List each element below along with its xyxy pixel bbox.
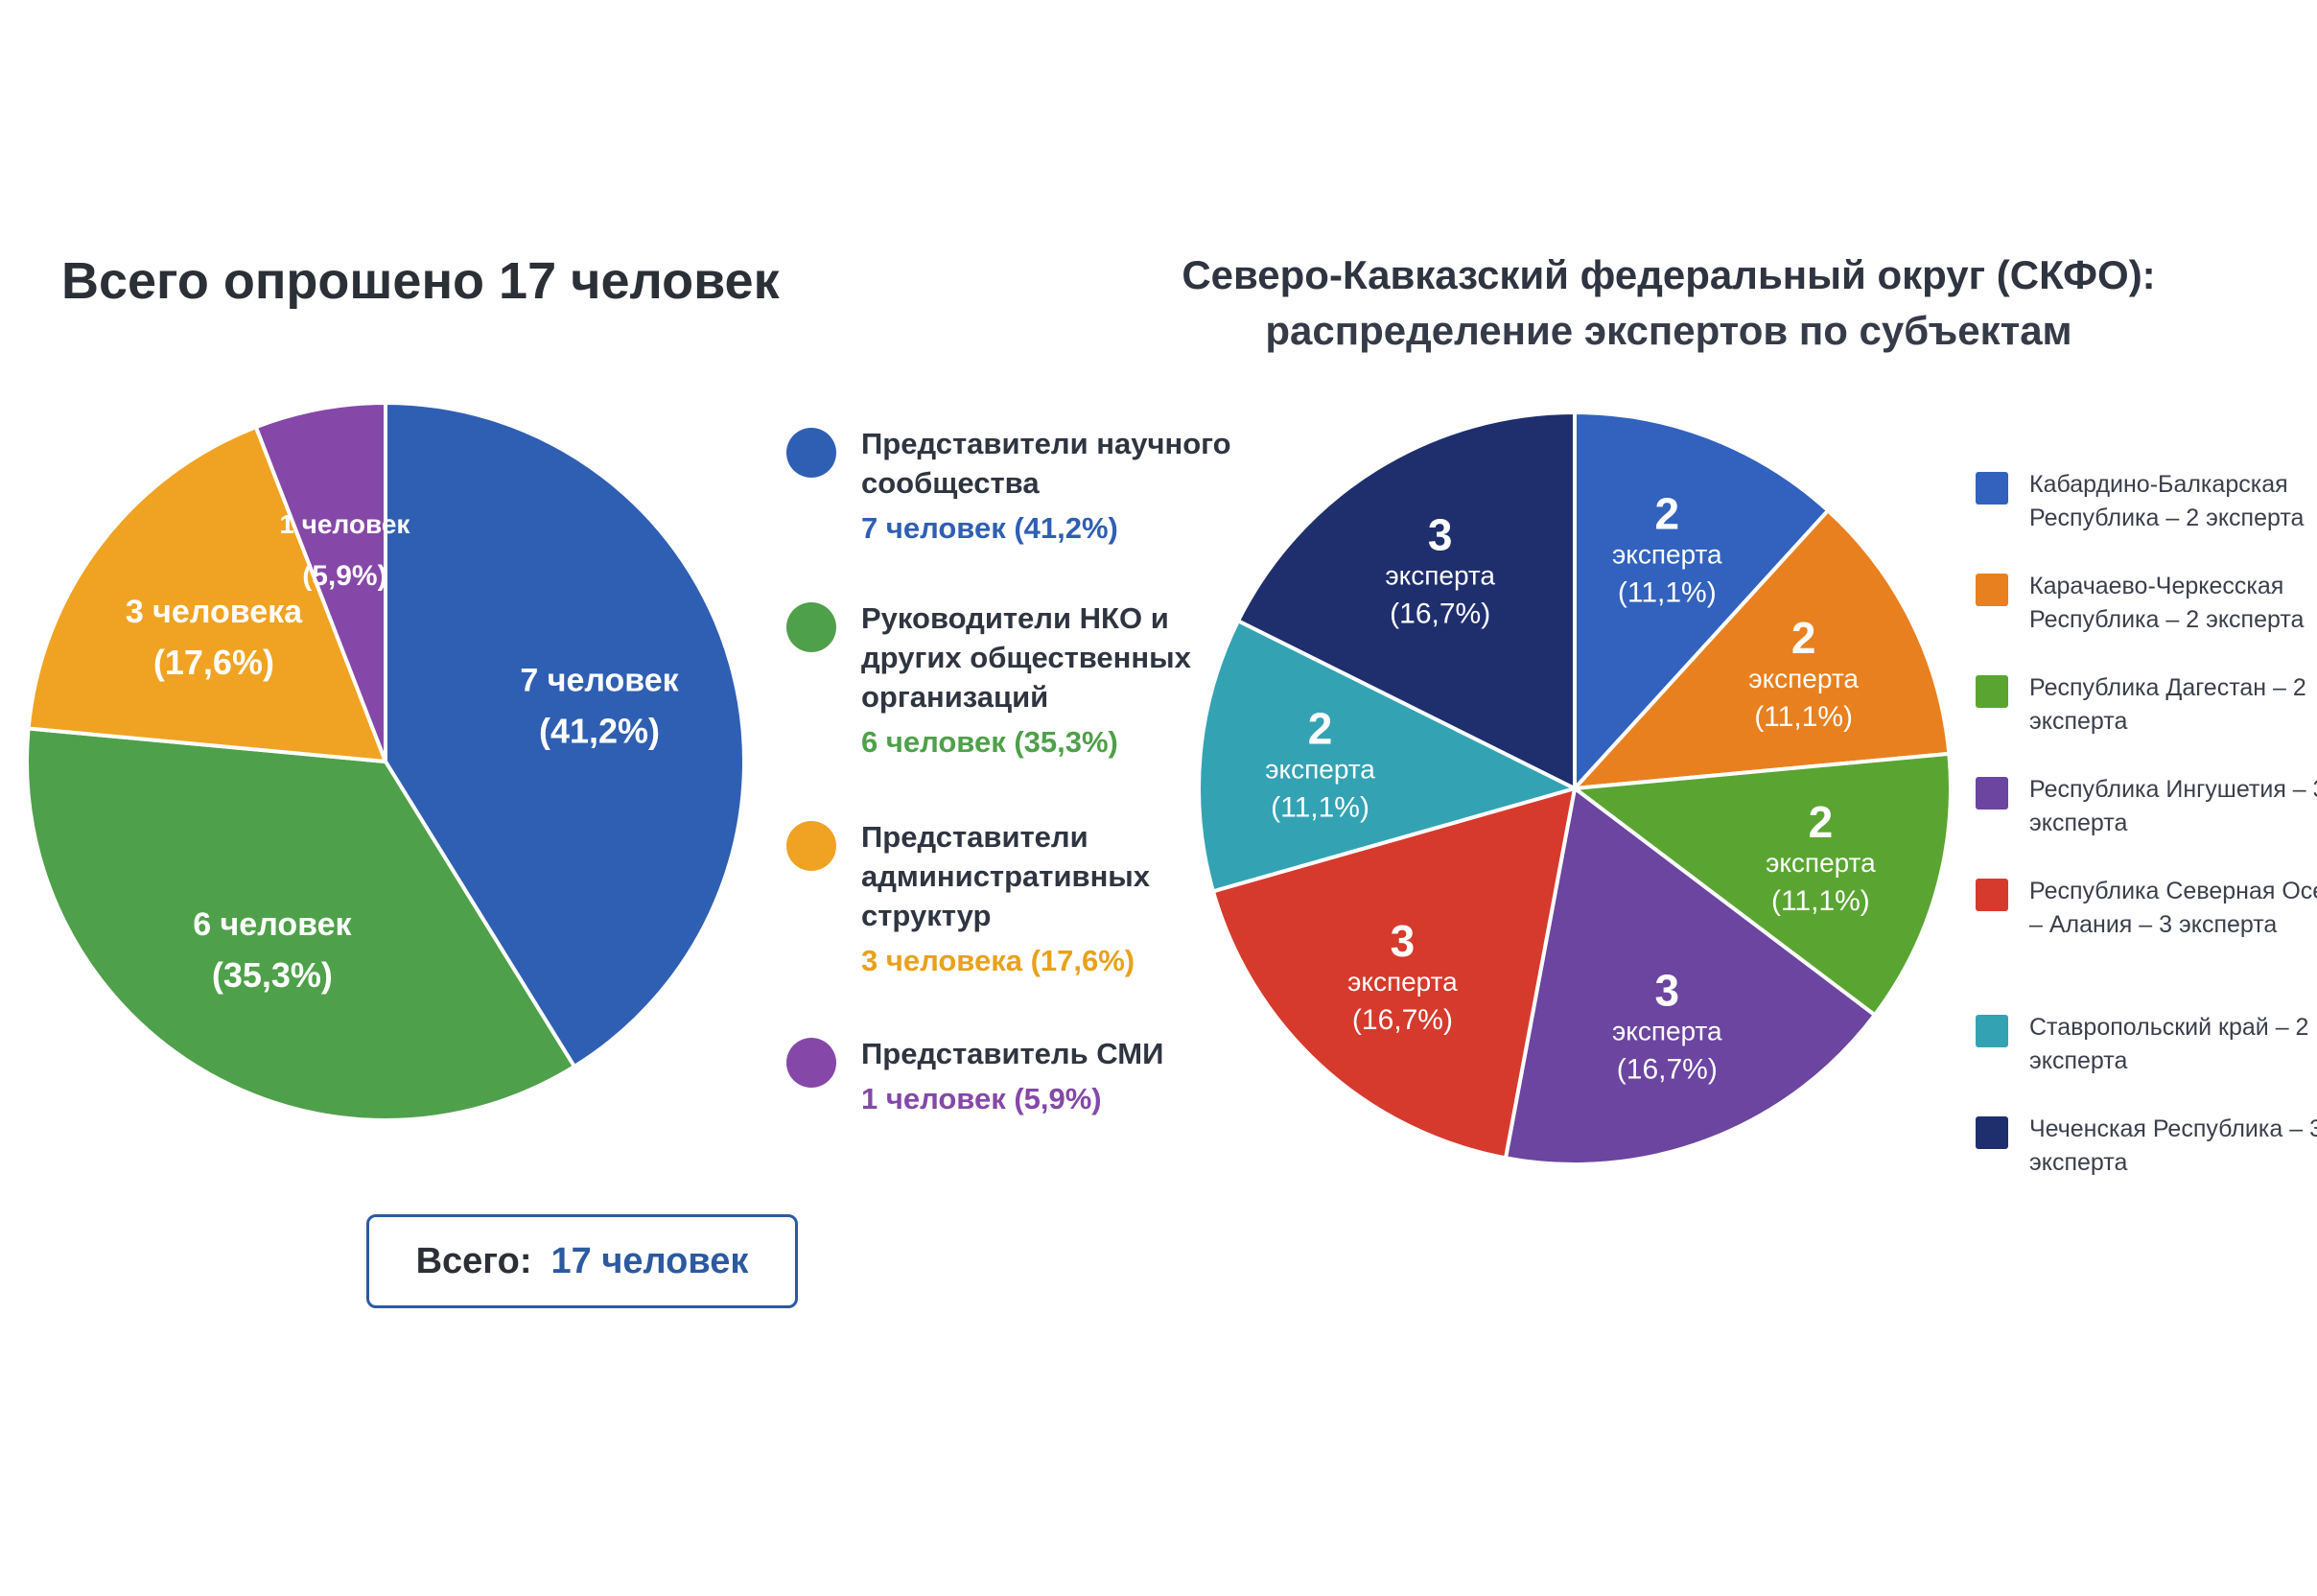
- legend-item: Карачаево-Черкесская Республика – 2 эксп…: [1976, 570, 2317, 637]
- legend-value: 1 человек (5,9%): [861, 1082, 1102, 1115]
- legend-square-icon: [1976, 879, 2008, 911]
- slice-percent-label: (11,1%): [1754, 701, 1853, 733]
- legend-value: 3 человека (17,6%): [861, 944, 1135, 977]
- slice-percent-label: (5,9%): [302, 560, 386, 592]
- legend-square-icon: [1976, 574, 2008, 606]
- pie-slice: [253, 400, 387, 763]
- slice-word-label: эксперта: [1385, 560, 1495, 590]
- slice-count-label: 3 человека: [126, 594, 303, 630]
- legend-square-icon: [1976, 675, 2008, 708]
- legend-item: Представители научного сообщества 7 челов…: [786, 424, 1264, 548]
- pie-slice: [1235, 410, 1577, 792]
- region-chart-title: Северо-Кавказский федеральный округ (СКФ…: [1180, 247, 2158, 359]
- legend-item: Ставропольский край – 2 эксперта: [1976, 1011, 2317, 1078]
- slice-number-label: 2: [1308, 703, 1333, 753]
- slice-count-label: 6 человек: [193, 906, 352, 943]
- pie-slice: [1503, 785, 1878, 1166]
- legend-label: Республика Северная Осетия – Алания – 3 …: [2029, 878, 2317, 938]
- slice-number-label: 2: [1791, 613, 1816, 663]
- slice-number-label: 2: [1809, 797, 1834, 847]
- slice-percent-label: (16,7%): [1390, 598, 1490, 629]
- slice-percent-label: (17,6%): [153, 643, 274, 682]
- pie-slice: [25, 726, 577, 1122]
- survey-chart-title: Всего опрошено 17 человек: [61, 252, 780, 310]
- legend-item: Представитель СМИ 1 человек (5,9%): [786, 1034, 1264, 1118]
- slice-percent-label: (11,1%): [1271, 791, 1369, 823]
- pie-slice: [26, 424, 389, 764]
- legend-label: Республика Дагестан – 2 эксперта: [2029, 674, 2306, 735]
- legend-square-icon: [1976, 472, 2008, 505]
- slice-word-label: эксперта: [1612, 539, 1722, 569]
- legend-item: Руководители НКО и других общественных о…: [786, 598, 1264, 762]
- legend-dot-icon: [786, 428, 836, 478]
- legend-item: Республика Северная Осетия – Алания – 3 …: [1976, 875, 2317, 942]
- survey-chart-panel: Всего опрошено 17 человек 7 человек (41,2…: [25, 252, 1231, 1308]
- legend-item: Республика Дагестан – 2 эксперта: [1976, 671, 2317, 739]
- slice-word-label: эксперта: [1265, 754, 1375, 784]
- region-chart-title-line: Северо-Кавказский федеральный округ (СКФ…: [1182, 252, 2156, 297]
- slice-number-label: 3: [1428, 509, 1453, 559]
- slice-word-label: эксперта: [1748, 664, 1859, 693]
- slice-number-label: 3: [1654, 966, 1679, 1016]
- legend-label: Представитель СМИ: [861, 1037, 1164, 1070]
- legend-label: Представители научного сообщества: [861, 427, 1231, 500]
- legend-item: Чеченская Республика – 3 эксперта: [1976, 1113, 2317, 1180]
- legend-item: Республика Ингушетия – 3 эксперта: [1976, 773, 2317, 840]
- pie-slice: [1569, 751, 1953, 1019]
- legend-dot-icon: [786, 602, 836, 652]
- slice-percent-label: (11,1%): [1618, 576, 1717, 608]
- total-box: Всего: 17 человек: [366, 1214, 798, 1308]
- slice-word-label: эксперта: [1766, 848, 1876, 878]
- slice-word-label: эксперта: [1612, 1017, 1722, 1046]
- legend-value: 6 человек (35,3%): [861, 725, 1118, 759]
- pie-slice: [1197, 618, 1580, 894]
- legend-value: 7 человек (41,2%): [861, 511, 1118, 545]
- legend-item: Кабардино-Балкарская Республика – 2 эксп…: [1976, 468, 2317, 535]
- pie-slice: [384, 400, 746, 1069]
- legend-label: Руководители НКО и других общественных о…: [861, 601, 1191, 714]
- legend-label: Ставропольский край – 2 эксперта: [2029, 1014, 2309, 1074]
- legend-item: Представители административных структур 3…: [786, 817, 1264, 980]
- legend-label: Чеченская Республика – 3 эксперта: [2029, 1115, 2317, 1176]
- pie-slice: [1210, 786, 1578, 1161]
- region-pie: 2эксперта(11,1%)2эксперта(11,1%)2эксперт…: [1197, 410, 1953, 1166]
- legend-square-icon: [1976, 777, 2008, 810]
- slice-percent-label: (16,7%): [1617, 1054, 1718, 1086]
- legend-label: Кабардино-Балкарская Республика – 2 эксп…: [2029, 471, 2305, 531]
- slice-percent-label: (35,3%): [212, 955, 333, 995]
- legend-label: Карачаево-Черкесская Республика – 2 эксп…: [2029, 573, 2305, 633]
- legend-square-icon: [1976, 1015, 2008, 1047]
- total-label: Всего:: [415, 1240, 532, 1281]
- slice-number-label: 3: [1391, 916, 1416, 966]
- slice-count-label: 7 человек: [520, 663, 679, 699]
- pie-slice: [1573, 410, 1831, 794]
- legend-dot-icon: [786, 1038, 836, 1088]
- legend-square-icon: [1976, 1116, 2008, 1149]
- slice-percent-label: (41,2%): [539, 712, 660, 751]
- slice-percent-label: (16,7%): [1352, 1004, 1453, 1036]
- legend-label: Республика Ингушетия – 3 эксперта: [2029, 776, 2317, 836]
- pie-slice: [1570, 507, 1952, 791]
- legend-dot-icon: [786, 821, 836, 871]
- slice-count-label: 1 человек: [279, 509, 410, 539]
- survey-pie: 7 человек (41,2%) 6 человек (35,3%) 3 челове…: [25, 400, 746, 1122]
- slice-percent-label: (11,1%): [1771, 885, 1870, 917]
- slice-word-label: эксперта: [1347, 967, 1458, 997]
- legend-label: Представители административных структур: [861, 820, 1151, 932]
- total-value: 17 человек: [550, 1240, 749, 1281]
- region-chart-subtitle: распределение экспертов по субъектам: [1265, 308, 2072, 353]
- region-chart-panel: Северо-Кавказский федеральный округ (СКФ…: [1180, 0, 2317, 1596]
- slice-number-label: 2: [1654, 488, 1679, 538]
